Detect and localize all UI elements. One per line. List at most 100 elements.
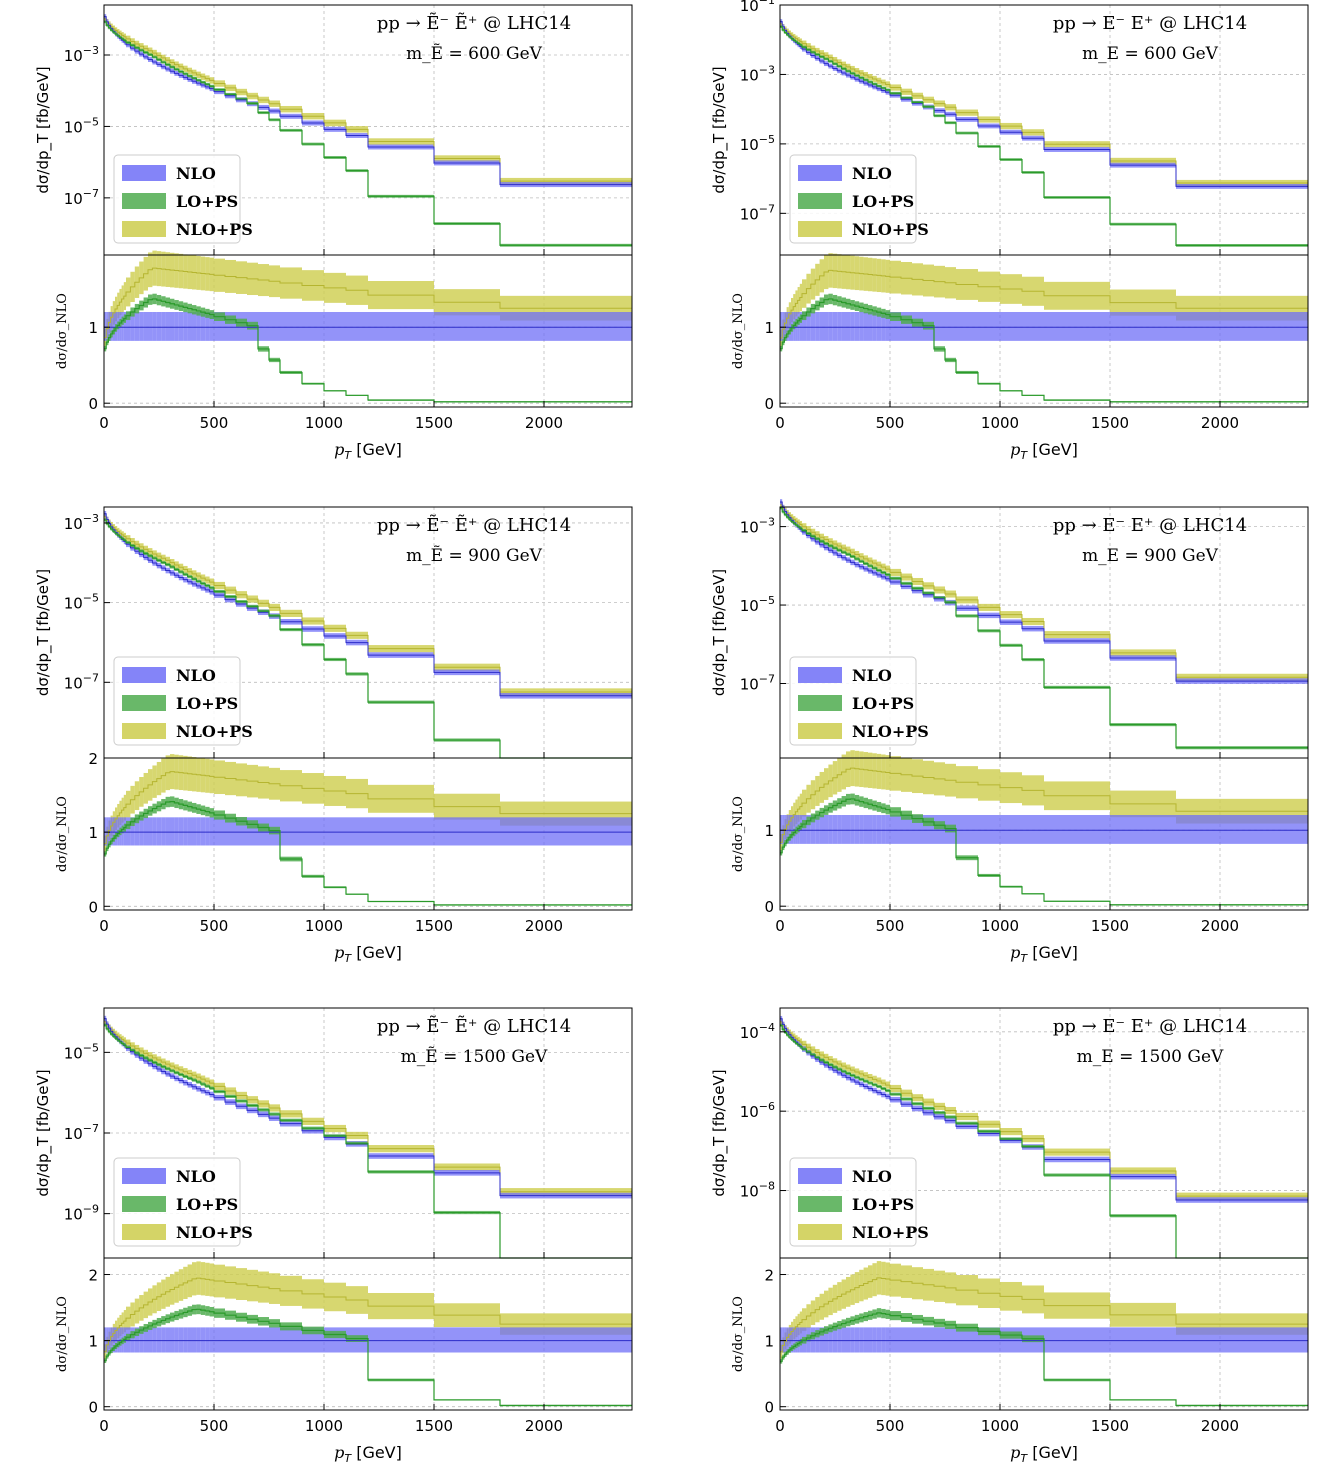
nlo-ratio-band: [788, 1327, 791, 1353]
legend-swatch: [122, 1168, 166, 1184]
ratio-frame: [779, 1257, 1309, 1411]
nlo-ratio-band: [1044, 815, 1110, 844]
nlo-ratio-band: [214, 1327, 225, 1353]
nlo-ratio-band: [815, 815, 820, 844]
nlo-ratio-band: [837, 1327, 842, 1353]
nlo-ratio-band: [945, 312, 956, 341]
ratio-tick-label: 1: [764, 319, 774, 337]
nlo-ratio-band: [148, 817, 153, 846]
legend-swatch: [798, 193, 842, 209]
nlo-ratio-band: [841, 1327, 846, 1353]
nlo-ratio-band: [258, 312, 269, 341]
nlo-ratio-band: [863, 815, 868, 844]
ratio-tick-label: 2: [764, 1267, 774, 1285]
nlo-ratio-band: [802, 312, 807, 341]
y-axis-label: dσ/dp_T [fb/GeV]: [34, 1069, 53, 1196]
nlo-ratio-band: [434, 817, 500, 846]
nlo-ratio-band: [156, 817, 162, 846]
nlo-ratio-band: [791, 1327, 794, 1353]
x-tick-label: 1000: [305, 1417, 343, 1435]
ratio-tick-label: 0: [764, 395, 774, 413]
x-tick-label: 1500: [415, 414, 453, 432]
y-tick-label: 10−3: [64, 512, 99, 533]
nlops-ratio-line: [780, 1277, 1308, 1353]
legend-swatch: [798, 695, 842, 711]
nlo-ratio-band: [346, 312, 368, 341]
x-tick-label: 500: [876, 414, 905, 432]
lops-line: [780, 507, 1308, 749]
nlo-ratio-band: [200, 817, 206, 846]
x-tick-label: 1000: [305, 414, 343, 432]
panel-title: pp → Ẽ⁻ Ẽ⁺ @ LHC14: [377, 12, 571, 34]
nlops-line: [104, 516, 632, 693]
nlo-ratio-band: [130, 817, 135, 846]
nlops-ratio-line: [104, 771, 632, 845]
nlo-ratio-band: [192, 817, 197, 846]
x-tick-label: 1500: [415, 1417, 453, 1435]
nlo-ratio-band: [205, 1327, 210, 1353]
nlo-ratio-band: [872, 815, 877, 844]
lops-line: [104, 519, 632, 759]
nlo-ratio-band: [247, 817, 258, 846]
nlo-ratio-band: [797, 1327, 800, 1353]
x-tick-label: 500: [200, 414, 229, 432]
nlo-ratio-band: [247, 1327, 258, 1353]
nlo-ratio-band: [108, 312, 111, 341]
nlo-ratio-band: [280, 312, 302, 341]
y-tick-label: 10−9: [64, 1203, 99, 1224]
nlops-ratio-line: [104, 1277, 632, 1352]
nlops-ratio-line: [104, 267, 632, 339]
nlo-ratio-band: [110, 312, 113, 341]
chart-panel-p3: 0 500 1000 1500 2000 pT [GeV] 10−3 10−5 10−7 0 1 2 d…: [34, 506, 633, 965]
nlo-ratio-band: [799, 312, 802, 341]
nlo-ratio-band: [806, 815, 811, 844]
ratio-axis-label: dσ/dσ_NLO: [731, 1296, 746, 1372]
x-tick-label: 0: [99, 1417, 109, 1435]
lops-ratio-line: [780, 298, 1308, 403]
nlo-ratio-band: [236, 1327, 247, 1353]
legend-swatch: [122, 221, 166, 237]
y-tick-label: 10−8: [740, 1180, 775, 1201]
lops-ratio-line: [780, 1312, 1308, 1406]
y-tick-label: 10−5: [64, 1041, 99, 1062]
nlo-ratio-band: [782, 815, 785, 844]
nlo-ratio-band: [890, 1327, 901, 1353]
legend-label: NLO: [852, 1167, 892, 1186]
nlo-ratio-band: [859, 815, 864, 844]
nlo-ratio-band: [121, 312, 124, 341]
nlo-ratio-band: [810, 312, 816, 341]
lops-line: [104, 21, 632, 246]
legend-swatch: [798, 1224, 842, 1240]
x-tick-label: 500: [876, 917, 905, 935]
nlo-ratio-band: [302, 817, 324, 846]
legend-label: NLO: [176, 164, 216, 183]
nlo-ratio-band: [280, 817, 302, 846]
nlo-ratio-band: [187, 312, 192, 341]
y-axis-label: dσ/dp_T [fb/GeV]: [34, 569, 53, 696]
lops-ratio-line: [104, 298, 632, 403]
nlo-ratio-band: [200, 312, 206, 341]
nlo-ratio-band: [209, 1327, 214, 1353]
nlo-ratio-band: [225, 312, 236, 341]
nlo-ratio-band: [881, 1327, 886, 1353]
lops-line: [780, 1024, 1308, 1259]
nlo-ratio-band: [791, 815, 794, 844]
nlo-ratio-band: [112, 1327, 115, 1353]
legend-label: NLO+PS: [176, 1223, 253, 1242]
y-tick-label: 10−3: [740, 516, 775, 537]
nlo-ratio-band: [500, 817, 632, 846]
nlo-ratio-band: [170, 817, 175, 846]
nlo-ratio-band: [912, 815, 923, 844]
lops-ratio-line: [104, 801, 632, 906]
nlo-ratio-band: [130, 1327, 135, 1353]
nlo-ratio-band: [139, 312, 144, 341]
ratio-tick-label: 0: [764, 1399, 774, 1417]
x-tick-label: 1000: [981, 1417, 1019, 1435]
nlo-ratio-band: [174, 1327, 179, 1353]
nlo-ratio-band: [837, 312, 842, 341]
x-tick-label: 1500: [1091, 917, 1129, 935]
nlo-ratio-band: [205, 312, 210, 341]
nlo-ratio-band: [368, 312, 434, 341]
x-tick-label: 1500: [415, 917, 453, 935]
x-tick-label: 2000: [525, 414, 563, 432]
